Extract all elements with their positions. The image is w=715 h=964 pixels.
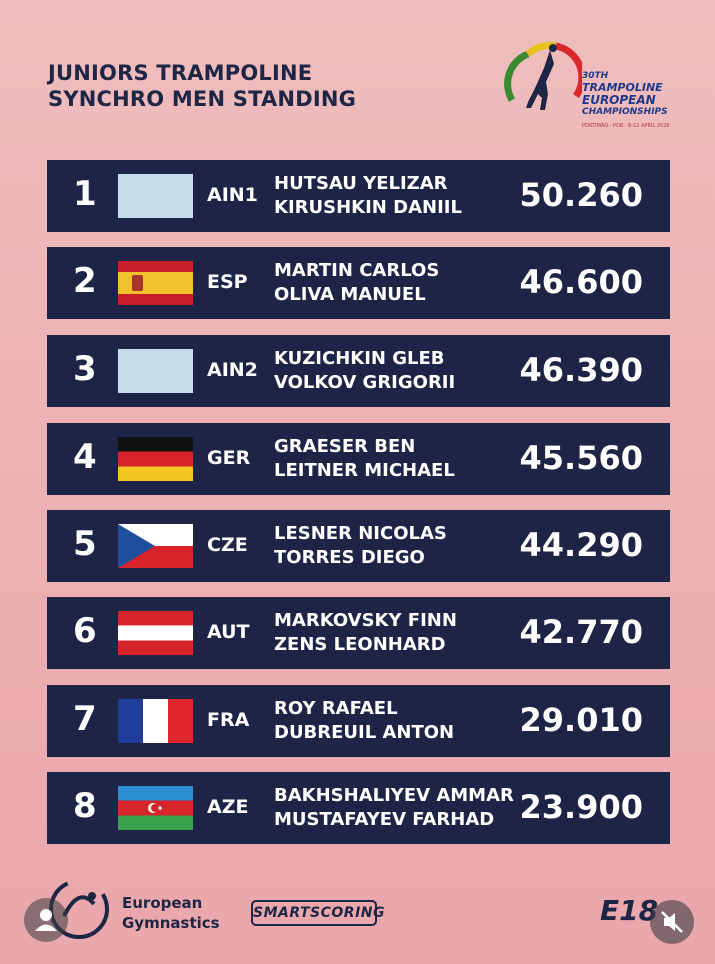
rank: 3 [73, 349, 97, 389]
france-flag-icon [118, 699, 193, 743]
smartscoring-logo: SMARTSCORING [251, 900, 385, 926]
rank: 8 [73, 786, 97, 826]
result-row: 2 ESP MARTIN CARLOS OLIVA MANUEL 46.600 [47, 247, 670, 319]
athlete-1: MARKOVSKY FINN [274, 610, 457, 631]
country-code: ESP [207, 271, 248, 293]
speaker-muted-icon [661, 911, 683, 933]
rank: 4 [73, 437, 97, 477]
athlete-names: GRAESER BEN LEITNER MICHAEL [274, 435, 455, 483]
czech-flag-icon [118, 524, 193, 568]
score: 42.770 [519, 613, 643, 651]
score: 29.010 [519, 701, 643, 739]
score: 44.290 [519, 526, 643, 564]
european-gymnastics-label: European Gymnastics [122, 893, 220, 933]
athlete-1: GRAESER BEN [274, 436, 416, 457]
azerbaijan-flag-icon [118, 786, 193, 830]
country-code: AIN2 [207, 359, 258, 381]
result-row: 3 AIN2 KUZICHKIN GLEB VOLKOV GRIGORII 46… [47, 335, 670, 407]
germany-flag-icon [118, 437, 193, 481]
user-icon [35, 909, 57, 931]
score: 50.260 [519, 176, 643, 214]
mute-button[interactable] [650, 900, 694, 944]
blank-flag-icon [118, 349, 193, 393]
athlete-names: ROY RAFAEL DUBREUIL ANTON [274, 697, 454, 745]
athlete-names: MARTIN CARLOS OLIVA MANUEL [274, 259, 439, 307]
score: 45.560 [519, 439, 643, 477]
logo-sport: TRAMPOLINE [582, 81, 663, 94]
eg-line-2: Gymnastics [122, 914, 220, 932]
athlete-2: DUBREUIL ANTON [274, 722, 455, 743]
country-code: AUT [207, 621, 250, 643]
athlete-1: MARTIN CARLOS [274, 260, 440, 281]
logo-edition: 30TH [582, 71, 609, 81]
logo-venue-dates: PORTIMÃO · POR · 6-12 APRIL 2026 [582, 123, 670, 129]
page-title: JUNIORS TRAMPOLINE SYNCHRO MEN STANDING [48, 60, 356, 112]
athlete-names: HUTSAU YELIZAR KIRUSHKIN DANIIL [274, 172, 462, 220]
country-code: CZE [207, 534, 248, 556]
logo-text: 30TH TRAMPOLINE EUROPEAN CHAMPIONSHIPS P… [582, 70, 670, 132]
logo-european: EUROPEAN [582, 93, 656, 107]
spain-flag-icon [118, 261, 193, 305]
score: 46.390 [519, 351, 643, 389]
logo-championships: CHAMPIONSHIPS [582, 107, 668, 117]
austria-flag-icon [118, 611, 193, 655]
athlete-2: OLIVA MANUEL [274, 284, 426, 305]
athlete-2: ZENS LEONHARD [274, 634, 446, 655]
athlete-1: LESNER NICOLAS [274, 523, 447, 544]
rank: 5 [73, 524, 97, 564]
athlete-1: ROY RAFAEL [274, 698, 398, 719]
athlete-names: BAKHSHALIYEV AMMAR MUSTAFAYEV FARHAD [274, 784, 514, 832]
athlete-2: VOLKOV GRIGORII [274, 372, 456, 393]
athlete-1: BAKHSHALIYEV AMMAR [274, 785, 514, 806]
rank: 7 [73, 699, 97, 739]
country-code: AZE [207, 796, 249, 818]
result-row: 8 AZE BAKHSHALIYEV AMMAR MUSTAFAYEV FARH… [47, 772, 670, 844]
country-code: FRA [207, 709, 250, 731]
result-row: 1 AIN1 HUTSAU YELIZAR KIRUSHKIN DANIIL 5… [47, 160, 670, 232]
title-line-1: JUNIORS TRAMPOLINE [48, 61, 313, 85]
blank-flag-icon [118, 174, 193, 218]
e18-logo: E18 [600, 894, 659, 927]
athlete-2: LEITNER MICHAEL [274, 460, 455, 481]
athlete-names: LESNER NICOLAS TORRES DIEGO [274, 522, 447, 570]
result-row: 7 FRA ROY RAFAEL DUBREUIL ANTON 29.010 [47, 685, 670, 757]
rank: 2 [73, 261, 97, 301]
athlete-1: KUZICHKIN GLEB [274, 348, 445, 369]
result-row: 6 AUT MARKOVSKY FINN ZENS LEONHARD 42.77… [47, 597, 670, 669]
athlete-2: KIRUSHKIN DANIIL [274, 197, 462, 218]
athlete-names: MARKOVSKY FINN ZENS LEONHARD [274, 609, 457, 657]
eg-line-1: European [122, 894, 203, 912]
rank: 1 [73, 174, 97, 214]
athlete-2: TORRES DIEGO [274, 547, 425, 568]
title-line-2: SYNCHRO MEN STANDING [48, 87, 357, 111]
championship-logo: 30TH TRAMPOLINE EUROPEAN CHAMPIONSHIPS P… [498, 38, 678, 138]
result-row: 5 CZE LESNER NICOLAS TORRES DIEGO 44.290 [47, 510, 670, 582]
country-code: AIN1 [207, 184, 258, 206]
profile-avatar-button[interactable] [24, 898, 68, 942]
result-row: 4 GER GRAESER BEN LEITNER MICHAEL 45.560 [47, 423, 670, 495]
score: 23.900 [519, 788, 643, 826]
score: 46.600 [519, 263, 643, 301]
athlete-names: KUZICHKIN GLEB VOLKOV GRIGORII [274, 347, 455, 395]
trampoline-gymnast-icon [504, 41, 586, 110]
athlete-2: MUSTAFAYEV FARHAD [274, 809, 495, 830]
athlete-1: HUTSAU YELIZAR [274, 173, 448, 194]
rank: 6 [73, 611, 97, 651]
country-code: GER [207, 447, 251, 469]
